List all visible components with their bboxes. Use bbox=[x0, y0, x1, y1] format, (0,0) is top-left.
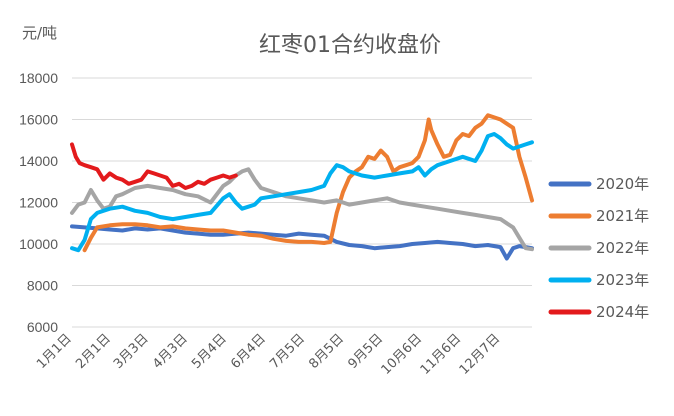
series-line-2022年 bbox=[70, 167, 534, 252]
x-tick-label: 1月1日 bbox=[34, 331, 75, 372]
legend-label: 2021年 bbox=[596, 207, 649, 225]
series-line-2023年 bbox=[70, 132, 534, 253]
y-tick-label: 6000 bbox=[27, 319, 58, 335]
legend: 2020年 2021年 2022年 2023年 2024年 bbox=[548, 175, 649, 321]
series-line-2021年 bbox=[82, 113, 534, 253]
legend-label: 2024年 bbox=[596, 303, 649, 321]
y-tick-label: 12000 bbox=[19, 195, 58, 211]
x-tick-label: 3月3日 bbox=[111, 331, 152, 372]
x-tick-label: 5月4日 bbox=[189, 331, 230, 372]
x-tick-label: 2月1日 bbox=[73, 331, 114, 372]
gridlines bbox=[72, 77, 532, 328]
y-axis-unit-label: 元/吨 bbox=[22, 24, 57, 42]
x-tick-label: 12月7日 bbox=[457, 331, 504, 378]
series-line-2024年 bbox=[70, 142, 238, 190]
y-tick-label: 14000 bbox=[19, 153, 58, 169]
x-axis-ticks: 1月1日2月1日3月3日4月3日5月4日6月4日7月5日8月5日9月5日10月6… bbox=[34, 331, 503, 378]
legend-label: 2022年 bbox=[596, 239, 649, 257]
x-tick-label: 11月6日 bbox=[418, 331, 465, 378]
x-tick-label: 8月5日 bbox=[306, 331, 347, 372]
x-tick-label: 6月4日 bbox=[228, 331, 269, 372]
x-tick-label: 7月5日 bbox=[267, 331, 308, 372]
x-tick-label: 4月3日 bbox=[150, 331, 191, 372]
legend-label: 2023年 bbox=[596, 271, 649, 289]
series-lines bbox=[70, 113, 534, 261]
x-tick-label: 10月6日 bbox=[379, 331, 426, 378]
chart-title: 红枣01合约收盘价 bbox=[259, 33, 441, 58]
y-axis-ticks: 6000 8000 10000 12000 14000 16000 18000 bbox=[19, 70, 58, 335]
legend-label: 2020年 bbox=[596, 175, 649, 193]
y-tick-label: 18000 bbox=[19, 70, 58, 86]
y-tick-label: 8000 bbox=[27, 278, 58, 294]
series-line-2020年 bbox=[70, 224, 534, 261]
y-tick-label: 10000 bbox=[19, 236, 58, 252]
y-tick-label: 16000 bbox=[19, 112, 58, 128]
